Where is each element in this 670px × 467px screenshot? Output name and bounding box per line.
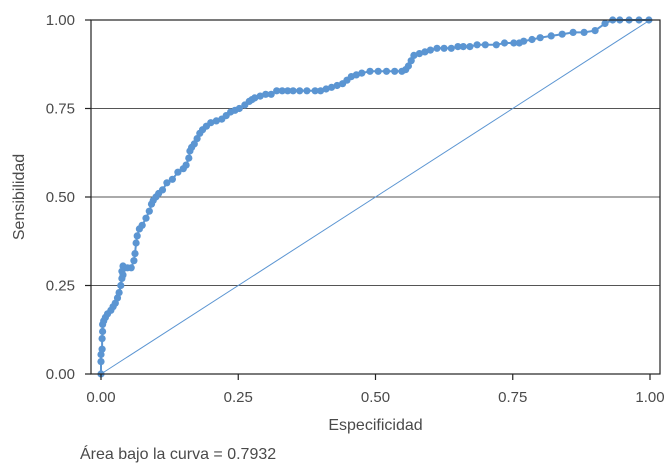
roc-point: [168, 175, 176, 183]
roc-point: [267, 90, 275, 98]
x-tick-label: 1.00: [635, 389, 664, 406]
roc-point: [404, 62, 412, 70]
x-axis-title: Especificidad: [328, 417, 422, 434]
roc-point: [98, 345, 106, 353]
roc-point: [185, 154, 193, 162]
roc-point: [374, 67, 382, 75]
roc-point: [440, 44, 448, 52]
roc-point: [547, 32, 555, 40]
roc-point: [127, 264, 135, 272]
roc-point: [352, 71, 360, 79]
y-tick-label: 0.00: [46, 366, 75, 383]
roc-point: [601, 19, 609, 28]
x-tick-label: 0.50: [361, 389, 390, 406]
roc-point: [580, 28, 588, 36]
roc-point: [447, 44, 455, 52]
roc-point: [115, 289, 123, 297]
roc-point: [426, 46, 434, 54]
y-tick-label: 1.00: [46, 12, 75, 29]
roc-point: [382, 67, 391, 75]
roc-point: [97, 358, 105, 366]
roc-point: [569, 28, 577, 36]
roc-point: [98, 335, 106, 343]
roc-point: [207, 119, 215, 127]
x-axis: 0.00 0.25 0.50 0.75 1.00: [86, 374, 665, 406]
roc-point: [528, 35, 536, 44]
roc-point: [193, 135, 201, 143]
roc-point: [492, 41, 500, 49]
roc-point: [174, 168, 182, 176]
roc-point: [117, 281, 125, 290]
roc-point: [454, 43, 462, 51]
roc-point: [391, 67, 399, 75]
roc-point: [131, 250, 139, 258]
roc-point: [510, 39, 518, 47]
roc-point: [358, 69, 366, 77]
roc-point: [262, 90, 270, 98]
y-axis: 0.00 0.25 0.50 0.75 1.00: [46, 12, 91, 383]
reference-diagonal-line: [100, 19, 651, 375]
roc-points: [97, 16, 653, 378]
roc-point: [212, 117, 220, 125]
roc-point: [311, 87, 319, 95]
roc-point: [558, 30, 566, 38]
roc-point: [163, 179, 171, 187]
roc-point: [284, 87, 292, 95]
roc-point: [473, 41, 481, 49]
roc-point: [132, 239, 140, 247]
roc-point: [410, 51, 418, 60]
roc-point: [251, 94, 259, 102]
roc-point: [182, 161, 190, 169]
roc-point: [142, 214, 150, 222]
y-tick-label: 0.50: [46, 189, 75, 206]
y-tick-label: 0.75: [46, 101, 75, 118]
x-tick-label: 0.75: [498, 389, 527, 406]
roc-point: [296, 87, 304, 95]
auc-annotation: Área bajo la curva = 0.7932: [80, 444, 276, 463]
roc-point: [407, 57, 415, 65]
roc-point: [328, 83, 336, 91]
roc-point: [133, 232, 141, 240]
roc-point: [433, 44, 441, 52]
roc-point: [520, 37, 528, 45]
roc-point: [481, 41, 489, 49]
roc-point: [278, 87, 286, 95]
roc-point: [289, 87, 297, 95]
roc-point: [322, 85, 330, 93]
roc-point: [235, 104, 243, 113]
roc-point: [256, 92, 264, 100]
roc-point: [591, 27, 599, 35]
roc-point: [303, 87, 311, 95]
y-tick-label: 0.25: [46, 278, 75, 295]
roc-point: [273, 87, 281, 95]
roc-point: [317, 87, 325, 95]
x-tick-label: 0.25: [224, 389, 253, 406]
roc-point: [459, 43, 467, 51]
roc-point: [138, 221, 146, 229]
y-axis-title: Sensibilidad: [11, 154, 28, 240]
roc-point: [366, 67, 374, 75]
roc-point: [500, 39, 509, 47]
roc-point: [421, 48, 429, 56]
x-tick-label: 0.00: [86, 389, 115, 406]
roc-point: [158, 186, 167, 194]
roc-point: [99, 327, 107, 336]
roc-point: [466, 43, 474, 51]
roc-point: [536, 34, 544, 42]
roc-point: [415, 50, 423, 58]
roc-point: [333, 81, 341, 90]
roc-point: [190, 140, 198, 148]
roc-point: [119, 271, 127, 279]
roc-point: [130, 257, 138, 265]
roc-point: [145, 207, 153, 215]
